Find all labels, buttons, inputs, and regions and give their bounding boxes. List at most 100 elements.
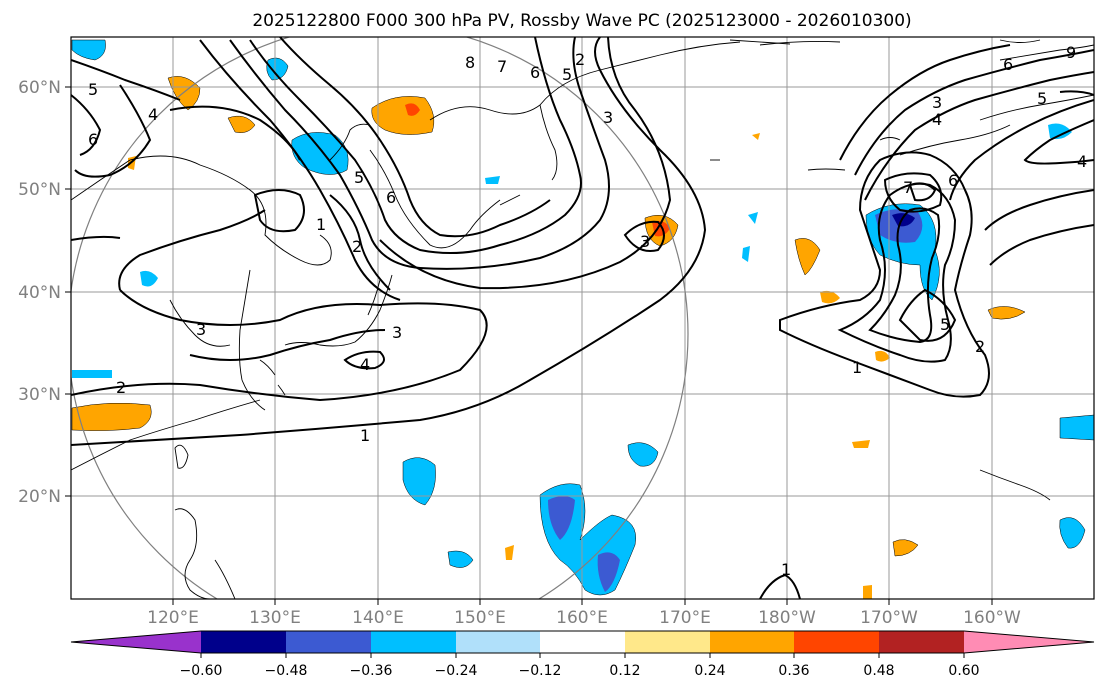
pos-anomaly-patch (987, 306, 1026, 320)
neg-anomaly-patch (597, 552, 620, 592)
pos-anomaly-patch (863, 585, 872, 599)
colorbar-tick: −0.24 (435, 663, 478, 679)
contour-label: 8 (465, 53, 475, 72)
axis-ticks (65, 86, 993, 605)
neg-anomaly-patch (71, 39, 106, 61)
colorbar-tick: 0.60 (948, 663, 979, 679)
neg-anomaly-patch (1059, 517, 1086, 549)
coastlines (71, 39, 1094, 599)
lat-label: 40°N (18, 283, 61, 303)
contour-label: 5 (88, 80, 98, 99)
pos-anomaly-patch (852, 440, 870, 448)
pos-anomaly-patch (794, 238, 821, 276)
contour-label: 5 (354, 168, 364, 187)
reference-circle (71, 37, 689, 599)
neg-anomaly-patch (140, 270, 158, 287)
colorbar-tick: −0.36 (350, 663, 393, 679)
contour-label: 1 (781, 560, 791, 579)
colorbar-segment (964, 631, 1094, 653)
colorbar-tick: −0.48 (265, 663, 308, 679)
pos-anomaly-patch (227, 115, 256, 133)
contour-label: 3 (603, 108, 613, 127)
contour-label: 3 (196, 320, 206, 339)
lon-label: 120°E (147, 608, 199, 628)
pos-anomaly-patch (405, 103, 420, 116)
contour-label: 5 (562, 65, 572, 84)
colorbar-segment (456, 631, 540, 653)
neg-anomaly-patch (548, 496, 575, 540)
contour-label: 2 (116, 378, 126, 397)
pos-anomaly-patch (875, 350, 890, 362)
pos-anomaly-patch (892, 539, 919, 557)
contour-label: 1 (360, 426, 370, 445)
lon-label: 130°E (249, 608, 301, 628)
neg-anomaly-patch (447, 550, 474, 568)
neg-anomaly-patch (72, 370, 112, 378)
neg-anomaly-patch (627, 442, 659, 467)
neg-anomaly-patch (1059, 414, 1094, 441)
contour-label: 6 (1003, 55, 1013, 74)
lon-label: 160°E (556, 608, 608, 628)
neg-anomaly-patch (485, 176, 500, 184)
neg-anomaly-patch (892, 213, 915, 227)
neg-anomaly-patch (266, 57, 289, 81)
contour-label: 1 (852, 358, 862, 377)
colorbar-segment (540, 631, 625, 653)
contour-label: 6 (530, 63, 540, 82)
pos-anomaly-patch (167, 76, 201, 111)
pv-contours (71, 37, 1094, 599)
latitude-labels: 60°N 50°N 40°N 30°N 20°N (18, 78, 61, 507)
map-area: 5 4 6 5 6 1 2 8 7 6 5 2 3 3 4 3 2 1 3 9 … (71, 37, 1094, 599)
colorbar-tick: 0.48 (863, 663, 894, 679)
colorbar-segment (286, 631, 371, 653)
longitude-labels: 120°E 130°E 140°E 150°E 160°E 170°E 180°… (147, 608, 1021, 628)
pos-anomaly-patch (505, 545, 514, 560)
contour-label: 2 (575, 50, 585, 69)
pos-anomaly-patch (752, 133, 760, 140)
contour-label: 4 (360, 355, 370, 374)
lat-label: 60°N (18, 78, 61, 98)
colorbar-segment (71, 631, 201, 653)
colorbar-tick: 0.36 (778, 663, 809, 679)
pos-anomaly-patch (71, 402, 152, 431)
contour-label: 9 (1066, 43, 1076, 62)
map-title: 2025122800 F000 300 hPa PV, Rossby Wave … (252, 11, 911, 31)
lon-label: 170°E (659, 608, 711, 628)
colorbar-segment (625, 631, 710, 653)
contour-label: 3 (932, 93, 942, 112)
contour-label: 5 (1037, 89, 1047, 108)
lon-label: 170°W (860, 608, 918, 628)
contour-label: 2 (352, 237, 362, 256)
colorbar-segment (879, 631, 964, 653)
contour-label: 6 (386, 188, 396, 207)
lon-label: 140°E (352, 608, 404, 628)
contour-label: 6 (88, 130, 98, 149)
contour-label: 3 (392, 323, 402, 342)
neg-anomaly-patch (742, 246, 750, 262)
lon-label: 160°W (963, 608, 1021, 628)
pos-anomaly-patch (820, 290, 840, 304)
colorbar-segment (201, 631, 286, 653)
pv-anomaly-shading (71, 39, 1094, 599)
colorbar-segment (794, 631, 879, 653)
lat-label: 50°N (18, 180, 61, 200)
contour-label-group: 5 4 6 5 6 1 2 8 7 6 5 2 3 3 4 3 2 1 3 9 … (88, 43, 1087, 579)
lon-label: 150°E (454, 608, 506, 628)
neg-anomaly-patch (748, 212, 758, 224)
colorbar-tick: −0.12 (519, 663, 562, 679)
contour-label: 7 (903, 178, 913, 197)
neg-anomaly-patch (402, 457, 436, 506)
lon-label: 180°W (758, 608, 816, 628)
lat-label: 20°N (18, 487, 61, 507)
lat-label: 30°N (18, 385, 61, 405)
colorbar: −0.60 −0.48 −0.36 −0.24 −0.12 0.12 0.24 … (70, 630, 1095, 679)
contour-label: 6 (948, 171, 958, 190)
contour-label: 1 (316, 215, 326, 234)
contour-label: 3 (640, 232, 650, 251)
contour-label: 4 (148, 105, 158, 124)
neg-anomaly-patch (291, 132, 349, 175)
colorbar-segment (371, 631, 456, 653)
contour-label: 2 (975, 337, 985, 356)
colorbar-tick: 0.12 (609, 663, 640, 679)
